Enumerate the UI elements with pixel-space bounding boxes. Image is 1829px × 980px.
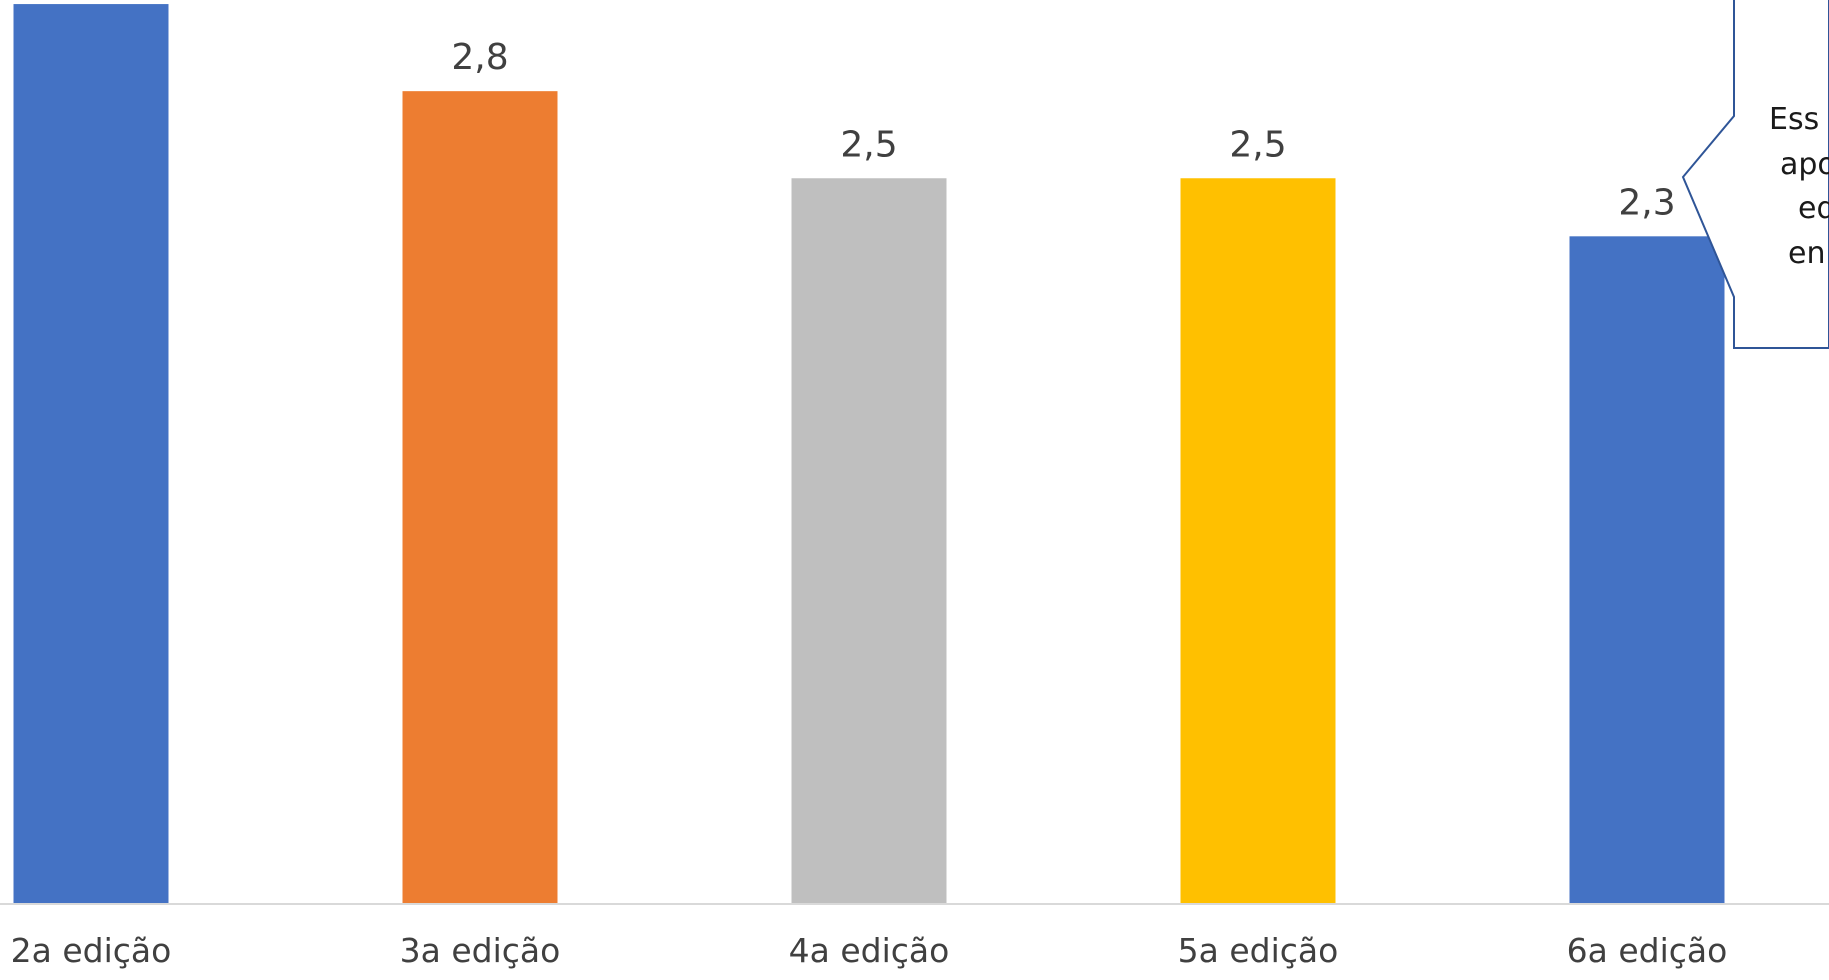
bar-2 [402, 91, 558, 904]
data-label-3: 2,5 [840, 124, 897, 165]
bar-4 [1180, 178, 1336, 904]
x-tick-label-1: 2a edição [11, 931, 172, 970]
callout-box: Ess apo ed en [1681, 0, 1829, 349]
bar-3 [791, 178, 947, 904]
callout-line-4: en [1788, 236, 1825, 271]
callout-shape [1681, 0, 1829, 349]
callout-line-2: apo [1780, 147, 1829, 182]
data-label-2: 2,8 [451, 37, 508, 78]
x-tick-label-4: 5a edição [1178, 931, 1339, 970]
bar-5 [1569, 236, 1725, 904]
callout-line-1: Ess [1769, 102, 1819, 137]
callout-line-3: ed [1798, 191, 1829, 226]
callout-text-group: Ess apo ed en [1769, 102, 1829, 271]
bar-1 [13, 4, 169, 904]
x-tick-label-2: 3a edição [400, 931, 561, 970]
data-label-4: 2,5 [1229, 124, 1286, 165]
x-tick-label-3: 4a edição [789, 931, 950, 970]
x-tick-label-5: 6a edição [1567, 931, 1728, 970]
data-label-5: 2,3 [1618, 182, 1675, 223]
